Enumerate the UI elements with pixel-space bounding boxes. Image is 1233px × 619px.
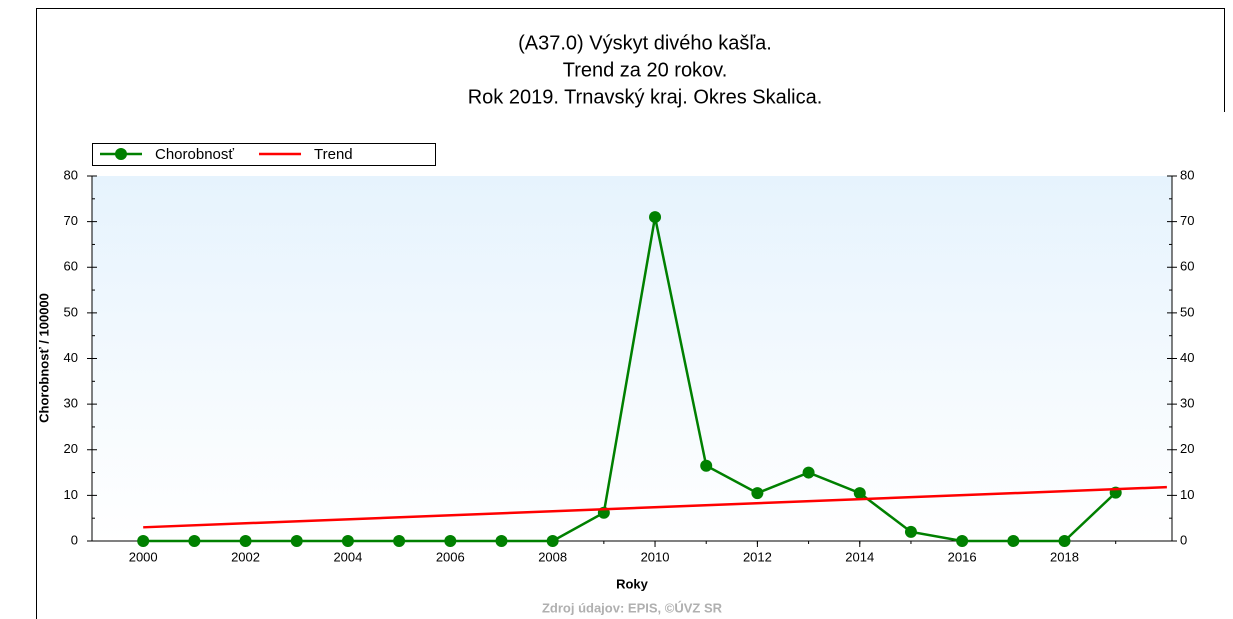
x-tick-label: 2016 [948,549,977,564]
y2-tick-label: 40 [1180,350,1194,365]
marker [341,535,354,547]
legend-marker [115,148,127,160]
x-tick-label: 2002 [231,549,260,564]
chart-title: (A37.0) Výskyt divého kašľa. [518,32,772,54]
y2-tick-label: 30 [1180,396,1194,411]
marker [546,535,559,547]
y-tick-label: 0 [71,532,78,547]
y2-tick-label: 20 [1180,441,1194,456]
source: Zdroj údajov: EPIS, ©ÚVZ SR [542,600,723,615]
marker [290,535,303,547]
marker [495,535,508,547]
y-tick-label: 50 [64,304,78,319]
y-tick-label: 20 [64,441,78,456]
marker [802,466,815,479]
x-tick-label: 2014 [845,549,874,564]
series-line [143,485,1167,529]
x-tick-label: 2008 [538,549,567,564]
y2-tick-label: 70 [1180,213,1194,228]
series-line [143,216,1117,543]
y2-tick-label: 0 [1180,532,1187,547]
y2-tick-label: 10 [1180,487,1194,502]
y-tick-label: 40 [64,350,78,365]
marker [444,535,457,547]
x-axis-label: Roky [616,576,649,591]
marker [137,535,150,547]
marker [649,211,662,224]
marker [956,535,969,547]
legend-label: Chorobnosť [155,146,234,163]
marker [188,535,201,547]
x-tick-label: 2006 [436,549,465,564]
chart-title: Rok 2019. Trnavský kraj. Okres Skalica. [468,86,823,108]
marker [904,525,917,538]
y2-tick-label: 50 [1180,304,1194,319]
y-tick-label: 30 [64,396,78,411]
y-tick-label: 10 [64,487,78,502]
x-tick-label: 2010 [641,549,670,564]
frame [36,8,1225,619]
y-tick-label: 80 [64,167,78,182]
plot-area [92,176,1172,541]
x-tick-label: 2000 [129,549,158,564]
x-tick-label: 2012 [743,549,772,564]
y-tick-label: 70 [64,213,78,228]
x-tick-label: 2018 [1050,549,1079,564]
marker [853,487,866,500]
y-axis-label: Chorobnosť / 100000 [36,293,51,423]
x-tick-label: 2004 [333,549,362,564]
marker [1058,535,1071,547]
legend-label: Trend [314,146,353,163]
marker [751,487,764,500]
marker [700,459,713,472]
marker [1007,535,1020,547]
y-tick-label: 60 [64,259,78,274]
y2-tick-label: 80 [1180,167,1194,182]
marker [393,535,406,547]
y2-tick-label: 60 [1180,259,1194,274]
marker [239,535,252,547]
chart-title: Trend za 20 rokov. [563,59,728,81]
